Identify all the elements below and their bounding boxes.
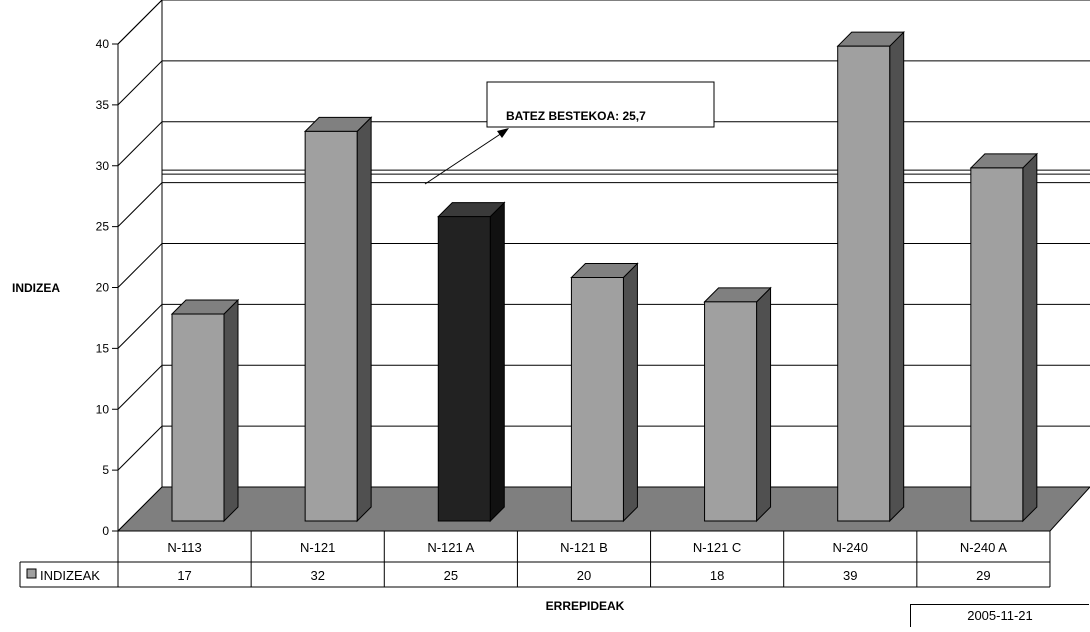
- bar-side: [889, 30, 905, 523]
- callout-arrow-line: [424, 130, 506, 185]
- bar: [570, 277, 624, 522]
- gridline-side: [117, 60, 163, 106]
- category-label: N-121 A: [427, 540, 474, 555]
- callout-label: BATEZ BESTEKOA: 25,7: [506, 109, 646, 123]
- category-label: N-121 B: [560, 540, 608, 555]
- y-axis: 0 5 10 15 20 25 30 35 40: [96, 37, 119, 538]
- y-tick-label: 20: [96, 281, 110, 295]
- gridline-side: [117, 182, 163, 227]
- gridline-side: [117, 121, 163, 167]
- callout-arrow-head: [497, 128, 509, 138]
- bar: [704, 301, 758, 522]
- bar-side: [223, 298, 239, 523]
- bar-n-113: [170, 298, 240, 523]
- gridline-side: [117, 364, 163, 410]
- gridline-side: [117, 0, 163, 45]
- average-callout: BATEZ BESTEKOA: 25,7: [424, 81, 715, 185]
- bar-side: [1022, 152, 1038, 523]
- data-label: 18: [710, 568, 724, 583]
- y-tick-label: 25: [96, 220, 110, 234]
- legend-swatch: [26, 568, 37, 579]
- bar: [837, 45, 891, 522]
- bar-n-240: [836, 30, 905, 523]
- legend-label: INDIZEAK: [40, 568, 100, 583]
- y-tick-label: 15: [96, 341, 110, 355]
- bar-n-121-b: [570, 262, 639, 523]
- data-table: N-113 17 N-121 32 N-121 A 25 N-121 B 20 N-121 C 1…: [19, 530, 1051, 588]
- bar-side: [489, 201, 505, 523]
- bar-side: [356, 116, 372, 523]
- bar-n-121-c: [703, 286, 772, 523]
- data-label: 32: [310, 568, 324, 583]
- bar-side: [756, 286, 772, 523]
- gridline-side: [117, 243, 163, 288]
- category-label: N-113: [167, 540, 201, 555]
- y-tick-label: 0: [102, 524, 109, 538]
- category-label: N-121 C: [693, 540, 741, 555]
- bar-n-121-a: [437, 201, 506, 523]
- data-label: 25: [444, 568, 458, 583]
- bar: [304, 130, 358, 522]
- category-label: N-121: [300, 540, 335, 555]
- callout-box: [486, 81, 715, 128]
- date-stamp: 2005-11-21: [910, 604, 1089, 627]
- y-tick-label: 5: [102, 463, 109, 477]
- y-tick-label: 35: [96, 98, 110, 112]
- y-tick-label: 30: [96, 159, 110, 173]
- data-label: 20: [577, 568, 591, 583]
- bar: [171, 313, 225, 522]
- category-label: N-240 A: [960, 540, 1007, 555]
- gridline-side: [117, 304, 163, 349]
- category-label: N-240: [833, 540, 868, 555]
- data-label: 29: [976, 568, 990, 583]
- x-axis-title: ERREPIDEAK: [546, 599, 625, 613]
- y-axis-title: INDIZEA: [12, 281, 60, 295]
- bar-n-121: [303, 116, 373, 523]
- bar: [437, 216, 491, 522]
- bar-side: [622, 262, 638, 523]
- reference-line: [162, 169, 1090, 175]
- data-label: 39: [843, 568, 857, 583]
- data-label: 17: [177, 568, 191, 583]
- bars: [170, 30, 1039, 523]
- gridline-side: [117, 425, 163, 471]
- bar: [970, 167, 1024, 522]
- bar-n-240-a: [969, 152, 1039, 523]
- y-tick-label: 40: [96, 37, 110, 51]
- y-tick-label: 10: [96, 402, 110, 416]
